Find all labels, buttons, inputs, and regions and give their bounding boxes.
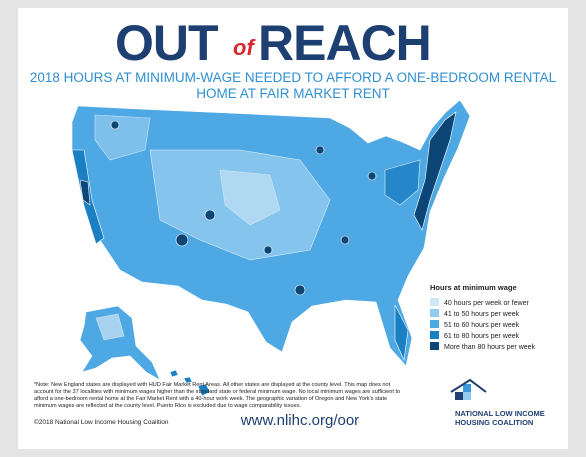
logo-text: HOUSING COALITION <box>455 418 533 427</box>
legend-swatch <box>430 342 439 350</box>
logo-text: NATIONAL LOW INCOME <box>455 409 545 418</box>
hawaii <box>169 369 211 397</box>
title-out: OUT <box>115 15 218 71</box>
legend-label: 61 to 80 hours per week <box>444 333 520 340</box>
footnote: *Note: New England states are displayed … <box>34 382 391 388</box>
subtitle: HOME AT FAIR MARKET RENT <box>196 86 390 101</box>
legend: Hours at minimum wage 40 hours per week … <box>430 283 536 351</box>
footnote: afford a one-bedroom rental home at the … <box>34 396 387 402</box>
metro <box>294 284 306 296</box>
legend-swatch <box>430 331 439 339</box>
legend-label: More than 80 hours per week <box>444 344 536 351</box>
metro <box>315 145 325 155</box>
region <box>384 159 421 206</box>
region <box>79 179 91 206</box>
metro <box>263 245 273 255</box>
legend-swatch <box>430 298 439 306</box>
metro <box>204 209 216 221</box>
copyright: ©2018 National Low Income Housing Coalit… <box>34 418 169 426</box>
region <box>95 313 125 341</box>
metro <box>175 233 189 247</box>
us-map <box>71 99 471 397</box>
url[interactable]: www.nlihc.org/oor <box>240 412 359 429</box>
title-reach: REACH <box>258 15 431 71</box>
footnote: minimum wages are reflected at the count… <box>34 403 302 409</box>
region <box>94 114 151 161</box>
legend-label: 41 to 50 hours per week <box>444 311 520 318</box>
footnote: account for the 37 localities with minim… <box>34 389 400 395</box>
region <box>394 304 409 362</box>
logo-icon <box>450 378 487 400</box>
region <box>219 169 281 226</box>
metro <box>340 235 350 245</box>
title-of: of <box>233 35 256 60</box>
metro <box>110 120 120 130</box>
legend-title: Hours at minimum wage <box>430 283 517 292</box>
legend-label: 40 hours per week or fewer <box>444 300 529 307</box>
region <box>413 111 457 231</box>
legend-swatch <box>430 320 439 328</box>
metro <box>367 171 377 181</box>
legend-label: 51 to 60 hours per week <box>444 322 520 329</box>
subtitle: 2018 HOURS AT MINIMUM-WAGE NEEDED TO AFF… <box>30 70 557 85</box>
legend-swatch <box>430 309 439 317</box>
